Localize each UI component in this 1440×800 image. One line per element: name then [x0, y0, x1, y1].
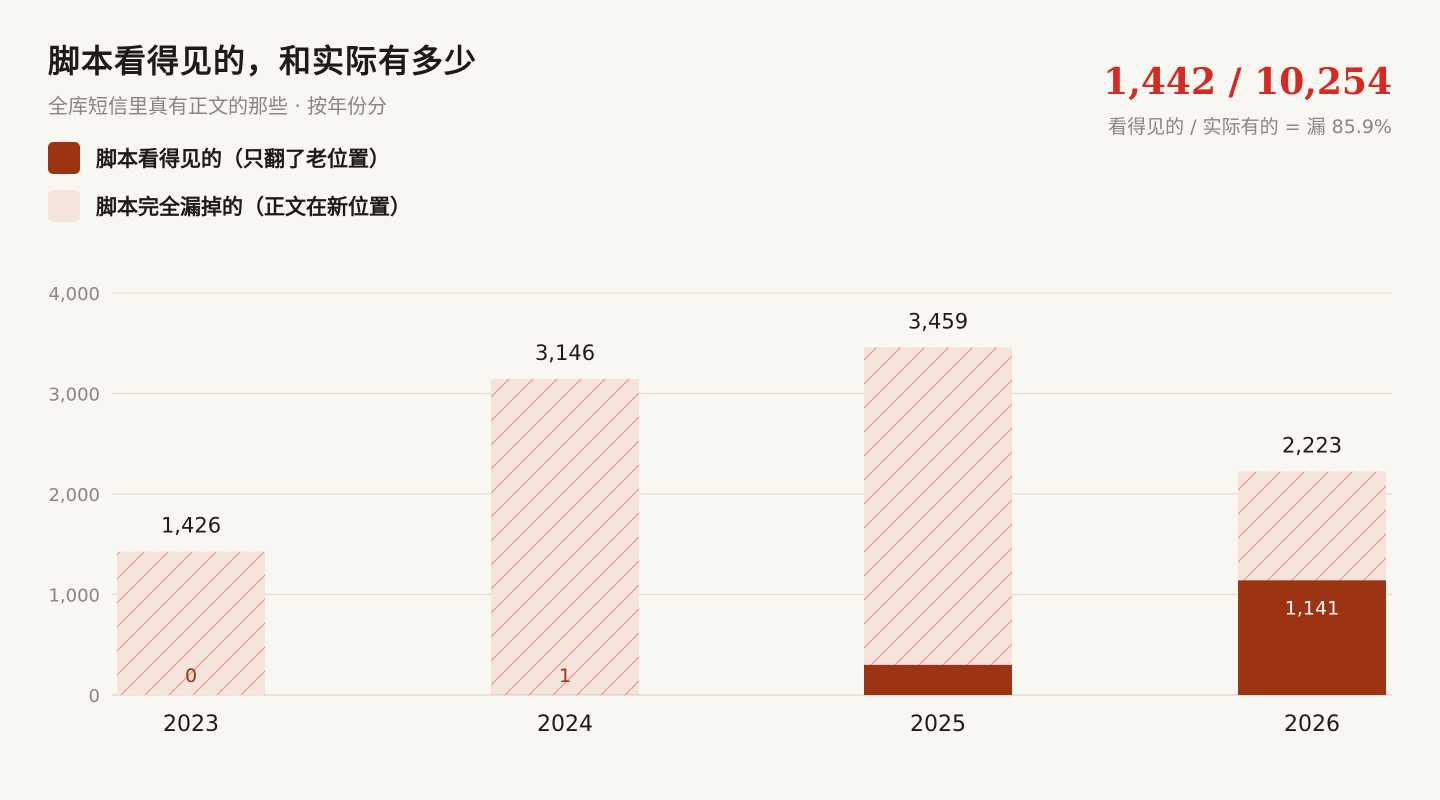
page-subtitle: 全库短信里真有正文的那些 · 按年份分	[48, 94, 388, 118]
page-title: 脚本看得见的，和实际有多少	[48, 42, 478, 80]
x-tick-label: 2026	[1284, 712, 1340, 737]
bar-seen	[1238, 580, 1386, 695]
legend-swatch-seen	[48, 142, 80, 174]
total-label: 3,459	[908, 309, 968, 333]
x-tick-label: 2024	[537, 712, 593, 737]
legend-label-missed: 脚本完全漏掉的（正文在新位置）	[96, 195, 411, 219]
kpi-value: 1,442 / 10,254	[1103, 61, 1392, 103]
y-tick-label: 0	[89, 686, 100, 707]
legend-swatch-missed	[48, 190, 80, 222]
seen-value-label: 1	[559, 665, 571, 687]
y-tick-label: 2,000	[48, 485, 100, 506]
y-tick-label: 1,000	[48, 586, 100, 607]
seen-value-label: 1,141	[1285, 597, 1339, 619]
y-tick-label: 4,000	[48, 284, 100, 305]
total-label: 1,426	[161, 514, 221, 538]
bar-missed	[1238, 471, 1386, 581]
kpi-caption: 看得见的 / 实际有的 = 漏 85.9%	[1108, 116, 1392, 138]
bar-seen	[864, 664, 1012, 695]
total-label: 3,146	[535, 341, 595, 365]
legend: 脚本看得见的（只翻了老位置） 脚本完全漏掉的（正文在新位置）	[48, 142, 411, 238]
legend-label-seen: 脚本看得见的（只翻了老位置）	[96, 147, 390, 171]
legend-item-seen: 脚本看得见的（只翻了老位置）	[48, 142, 411, 174]
bar-missed	[491, 378, 639, 695]
x-tick-label: 2025	[910, 712, 966, 737]
y-tick-label: 3,000	[48, 385, 100, 406]
kpi-summary: 1,442 / 10,254 看得见的 / 实际有的 = 漏 85.9%	[1103, 56, 1392, 139]
seen-value-label: 0	[185, 665, 197, 687]
total-label: 2,223	[1282, 434, 1342, 458]
bar-missed	[117, 551, 265, 695]
x-tick-label: 2023	[163, 712, 219, 737]
bar-missed	[864, 347, 1012, 665]
legend-item-missed: 脚本完全漏掉的（正文在新位置）	[48, 190, 411, 222]
